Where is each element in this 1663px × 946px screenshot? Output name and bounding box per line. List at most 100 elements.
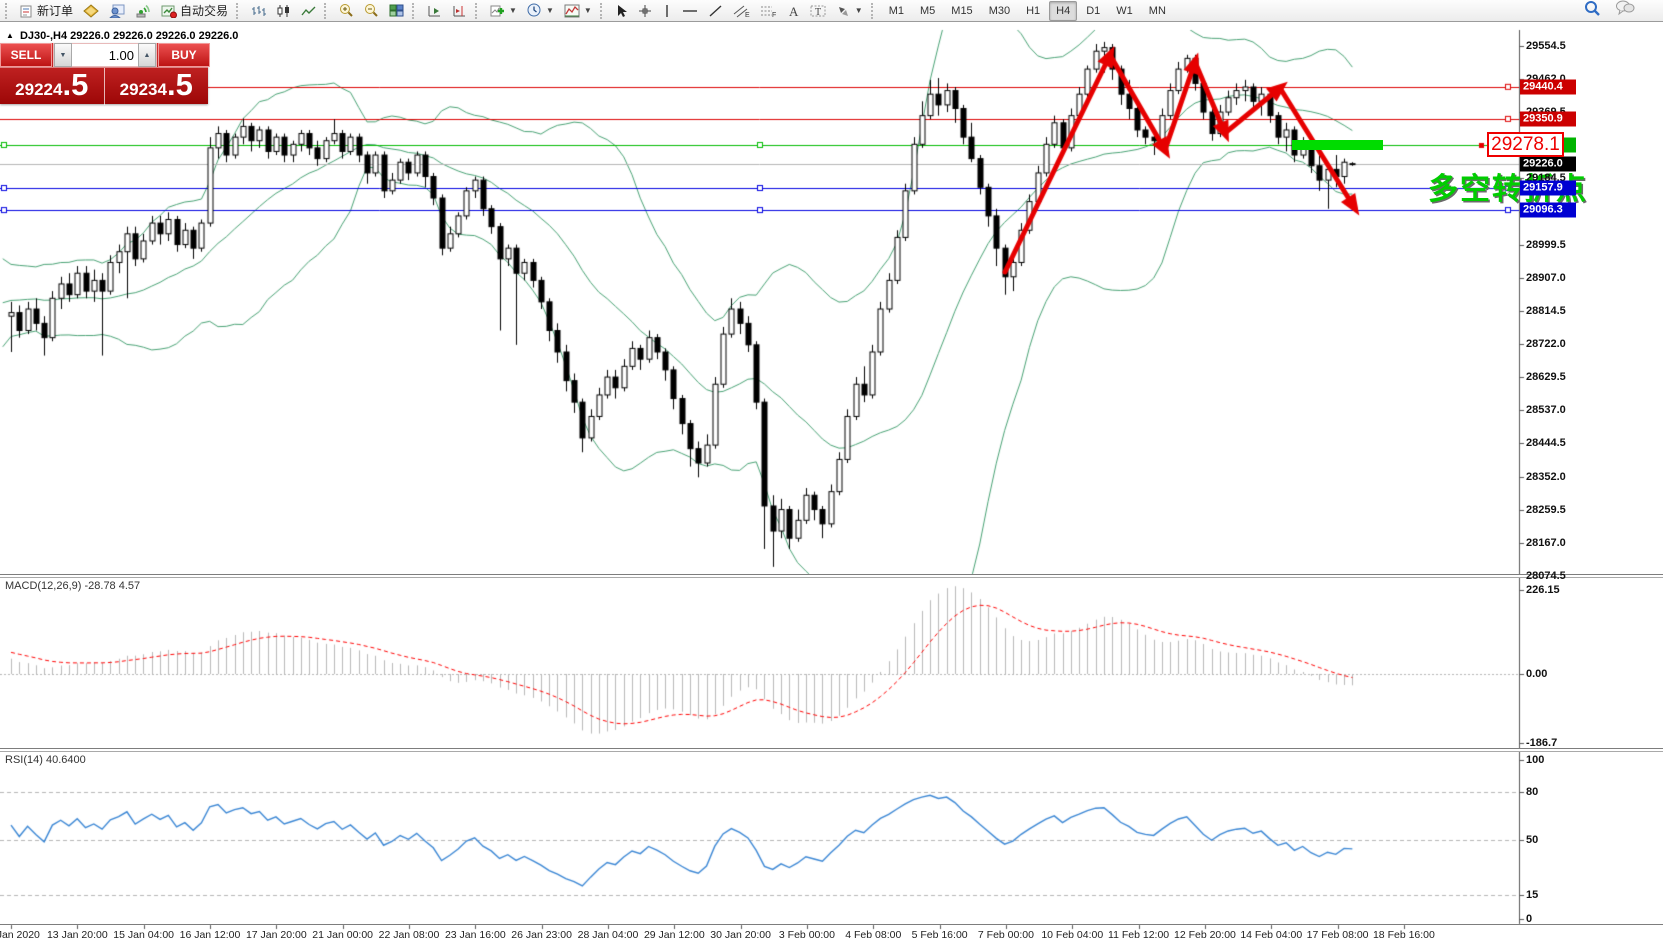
line-chart-button[interactable] [296, 0, 321, 22]
price-tick-label: 28352.0 [1526, 470, 1566, 483]
volume-input[interactable] [72, 46, 138, 64]
text-button[interactable]: A [782, 0, 805, 22]
timeframe-button-h4[interactable]: H4 [1049, 0, 1078, 21]
templates-icon [564, 4, 580, 18]
community-button[interactable] [104, 0, 130, 22]
price-line-label[interactable]: 29157.9 [1520, 180, 1576, 196]
auto-scroll-icon [427, 4, 442, 18]
time-label: 16 Jan 12:00 [179, 929, 241, 941]
price-tick-label: 28907.0 [1526, 271, 1566, 284]
bar-chart-button[interactable] [246, 0, 271, 22]
periods-button[interactable]: ▼ [522, 0, 559, 22]
timeframe-button-m5[interactable]: M5 [920, 4, 936, 17]
timeframe-button-m30[interactable]: M30 [988, 4, 1011, 17]
price-tick-label: 28629.5 [1526, 371, 1566, 384]
pane-separator[interactable] [0, 748, 1663, 752]
price-tick-label: 28999.5 [1526, 238, 1566, 251]
signals-button[interactable] [130, 0, 156, 22]
chat-icon[interactable] [1615, 0, 1635, 21]
price-line-label[interactable]: 29226.0 [1520, 156, 1576, 172]
line-chart-icon [301, 4, 316, 18]
horizontal-line-button[interactable] [677, 0, 703, 22]
toolbar-grip[interactable] [412, 2, 419, 19]
crosshair-icon [638, 4, 652, 18]
timeframe-button-m15[interactable]: M15 [951, 4, 973, 17]
toolbar-grip[interactable] [870, 2, 878, 19]
signals-icon [135, 4, 151, 18]
text-a-icon: A [787, 4, 800, 18]
support-highlight-bar[interactable] [1292, 140, 1383, 150]
timeframe-button-m1[interactable]: M1 [888, 4, 904, 17]
time-label: 7 Feb 00:00 [977, 929, 1034, 941]
price-tick-label: 28167.0 [1526, 536, 1566, 549]
new-order-button[interactable]: 新订单 [15, 0, 78, 22]
zoom-out-button[interactable] [359, 0, 384, 22]
toolbar-grip[interactable] [324, 2, 331, 19]
buy-button[interactable]: BUY [158, 43, 210, 67]
toolbar-grip[interactable] [5, 2, 12, 19]
volume-increase-button[interactable]: ▲ [138, 43, 156, 67]
new-order-label: 新订单 [37, 4, 74, 18]
rsi-name: RSI(14) [5, 754, 43, 766]
time-label: 15 Jan 04:00 [113, 929, 175, 941]
price-line-label[interactable]: 29096.3 [1520, 202, 1576, 218]
timeframe-button-h1[interactable]: H1 [1026, 4, 1041, 17]
price-tick-label: 28259.5 [1526, 503, 1566, 516]
volume-decrease-button[interactable]: ▼ [54, 43, 72, 67]
zoom-in-button[interactable] [334, 0, 359, 22]
text-label-button[interactable]: T [805, 0, 831, 22]
vertical-line-icon [662, 4, 672, 18]
sell-price[interactable]: 29224 .5 [0, 68, 105, 105]
rsi-axis-label: 0 [1526, 913, 1533, 925]
toolbar-grip[interactable] [599, 2, 607, 19]
toolbar-grip[interactable] [236, 2, 243, 19]
dropdown-caret-icon: ▼ [509, 6, 517, 15]
time-label: 13 Jan 20:00 [46, 929, 108, 941]
price-annotation-box[interactable]: 29278.1 [1487, 132, 1564, 157]
time-label: 11 Feb 12:00 [1108, 929, 1170, 941]
buy-price-big: .5 [166, 67, 193, 102]
high-value: 29226.0 [112, 30, 153, 42]
rsi-label: RSI(14) 40.6400 [5, 754, 86, 766]
buy-price[interactable]: 29234 .5 [105, 68, 209, 105]
trendline-button[interactable] [703, 0, 728, 22]
search-icon[interactable] [1584, 0, 1601, 22]
timeframe-button-d1[interactable]: D1 [1086, 4, 1101, 17]
timeframe-button-mn[interactable]: MN [1148, 4, 1166, 17]
autotrading-button[interactable]: 自动交易 [156, 0, 233, 22]
trendline-icon [708, 4, 723, 18]
rsi-axis-label: 50 [1526, 833, 1539, 846]
price-line-label[interactable]: 29350.9 [1520, 111, 1576, 127]
collapse-triangle-icon[interactable]: ▲ [6, 31, 14, 40]
tile-windows-button[interactable] [384, 0, 409, 22]
macd-axis-label: 226.15 [1526, 584, 1560, 597]
indicators-button[interactable]: ▼ [485, 0, 522, 22]
crosshair-button[interactable] [633, 0, 657, 22]
fibonacci-icon: F [760, 4, 777, 18]
auto-scroll-button[interactable] [422, 0, 447, 22]
macd-signal-value: 4.57 [118, 580, 141, 592]
time-label: 10 Jan 2020 [0, 929, 40, 941]
svg-text:F: F [772, 12, 776, 18]
cursor-button[interactable] [610, 0, 633, 22]
arrows-button[interactable]: ▼ [831, 0, 868, 22]
metaeditor-button[interactable] [78, 0, 104, 22]
candlestick-chart-button[interactable] [271, 0, 296, 22]
time-label: 29 Jan 12:00 [643, 929, 705, 941]
rsi-value: 40.6400 [45, 754, 86, 766]
templates-button[interactable]: ▼ [559, 0, 597, 22]
svg-text:A: A [789, 4, 799, 18]
pane-separator[interactable] [0, 574, 1663, 578]
fibonacci-button[interactable]: F [755, 0, 782, 22]
price-line-label[interactable]: 29440.4 [1520, 79, 1576, 95]
chart-shift-button[interactable] [447, 0, 472, 22]
equidistant-channel-button[interactable]: E [728, 0, 755, 22]
time-label: 17 Jan 20:00 [245, 929, 307, 941]
open-value: 29226.0 [70, 30, 110, 42]
toolbar-grip[interactable] [475, 2, 482, 19]
sell-button[interactable]: SELL [0, 43, 52, 67]
timeframe-button-w1[interactable]: W1 [1116, 4, 1133, 17]
community-person-icon [109, 4, 125, 18]
vertical-line-button[interactable] [657, 0, 677, 22]
